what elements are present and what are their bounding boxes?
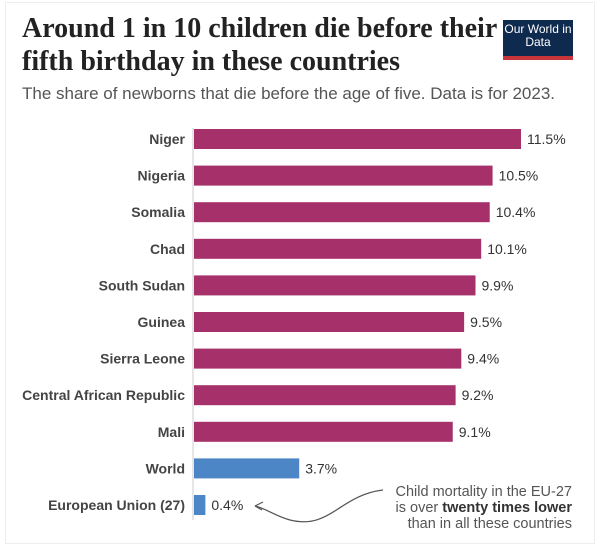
value-label: 3.7%: [305, 460, 337, 476]
bar: [194, 458, 300, 479]
bar: [194, 129, 521, 149]
chart-title: Around 1 in 10 children die before their…: [22, 13, 497, 77]
bar: [194, 421, 453, 442]
category-label: Somalia: [131, 204, 185, 220]
category-label: South Sudan: [99, 277, 185, 293]
category-label: Chad: [150, 241, 185, 257]
value-label: 9.9%: [482, 277, 514, 293]
annotation-line1: Child mortality in the EU-27: [395, 484, 573, 500]
bar: [194, 202, 490, 223]
value-label: 9.2%: [462, 387, 494, 403]
value-label: 9.4%: [467, 351, 499, 367]
category-label: Mali: [158, 424, 185, 440]
annotation-line3: than in all these countries: [407, 516, 572, 532]
category-label: World: [146, 460, 185, 476]
bar: [194, 385, 456, 406]
bar: [194, 275, 476, 296]
logo-text: Our World in Data: [504, 22, 572, 49]
value-label: 9.5%: [470, 314, 502, 330]
value-label: 10.1%: [487, 241, 527, 257]
bar: [194, 495, 206, 515]
bar: [194, 312, 465, 332]
value-label: 11.5%: [527, 131, 566, 147]
value-label: 9.1%: [459, 424, 491, 440]
arrow-head-icon: [254, 501, 264, 511]
annotation-line2: is over twenty times lower: [395, 500, 572, 516]
bar: [194, 238, 482, 259]
value-label: 10.5%: [499, 168, 539, 184]
chart-header: Around 1 in 10 children die before their…: [22, 12, 582, 104]
value-label: 10.4%: [496, 204, 536, 220]
bar: [194, 165, 493, 186]
category-label: Central African Republic: [22, 387, 185, 403]
annotation-arrow: [254, 489, 384, 523]
category-label: Guinea: [138, 314, 186, 330]
chart-subtitle: The share of newborns that die before th…: [22, 84, 555, 103]
value-label: 0.4%: [211, 497, 243, 513]
category-label: European Union (27): [48, 497, 185, 513]
owid-logo[interactable]: Our World in Data: [503, 20, 573, 60]
annotation-text: is over: [395, 500, 443, 516]
category-label: Niger: [149, 131, 185, 147]
category-label: Sierra Leone: [100, 351, 185, 367]
category-label: Nigeria: [138, 168, 186, 184]
annotation-bold: twenty times lower: [442, 500, 572, 516]
annotation: Child mortality in the EU-27 is over twe…: [396, 484, 573, 532]
bar: [194, 348, 462, 369]
